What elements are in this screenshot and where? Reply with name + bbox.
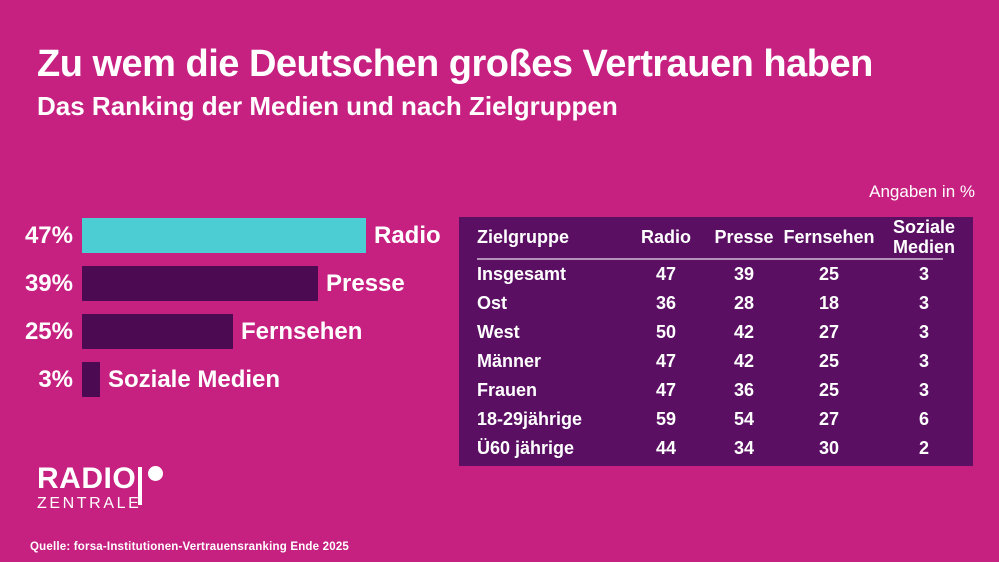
- bar-fernsehen: [82, 314, 233, 349]
- cell-value: 25: [818, 380, 840, 400]
- row-label: West: [477, 322, 520, 342]
- cell-value: 3: [918, 351, 929, 371]
- row-label: Frauen: [477, 380, 538, 400]
- row-label: Ü60 jährige: [477, 438, 575, 458]
- bar-row-presse: 39% Presse: [21, 266, 441, 301]
- logo-dot-icon: [148, 466, 163, 481]
- bar-row-radio: 47% Radio: [21, 218, 441, 253]
- bar-value-label: 47%: [24, 221, 73, 249]
- media-trust-bar-chart: 47% Radio 39% Presse 25% Fernsehen 3% So…: [21, 218, 441, 410]
- cell-value: 25: [818, 264, 840, 284]
- logo-bar-icon: [138, 467, 142, 505]
- row-label: Insgesamt: [477, 264, 567, 284]
- cell-value: 3: [918, 264, 929, 284]
- row-label: Männer: [477, 351, 542, 371]
- cell-value: 3: [918, 380, 929, 400]
- bar-category-label: Presse: [326, 269, 405, 297]
- bar-value-label: 25%: [24, 317, 73, 345]
- column-header-soziale-medien: Soziale Medien: [892, 216, 956, 257]
- cell-value: 2: [918, 438, 929, 458]
- table-row: Ü60 jährige 44 34 30 2: [459, 434, 973, 463]
- logo-wordmark-radio: RADIO: [37, 462, 137, 495]
- table-row: West 50 42 27 3: [459, 318, 973, 347]
- cell-value: 50: [655, 322, 677, 342]
- cell-value: 3: [918, 293, 929, 313]
- source-note: Quelle: forsa-Institutionen-Vertrauensra…: [30, 541, 350, 553]
- radiozentrale-logo: RADIO ZENTRALE: [37, 462, 217, 512]
- cell-value: 34: [733, 438, 755, 458]
- column-header-radio: Radio: [640, 226, 691, 247]
- cell-value: 36: [733, 380, 755, 400]
- cell-value: 42: [733, 322, 755, 342]
- table-header-row: Zielgruppe Radio Presse Fernsehen Sozial…: [459, 217, 973, 258]
- zielgruppen-table: Zielgruppe Radio Presse Fernsehen Sozial…: [459, 217, 973, 466]
- bar-category-label: Fernsehen: [241, 317, 363, 345]
- bar-category-label: Soziale Medien: [108, 365, 281, 393]
- cell-value: 44: [655, 438, 677, 458]
- bar-value-label: 39%: [24, 269, 73, 297]
- table-row: Männer 47 42 25 3: [459, 347, 973, 376]
- cell-value: 30: [818, 438, 840, 458]
- bar-presse: [82, 266, 318, 301]
- bar-row-soziale-medien: 3% Soziale Medien: [21, 362, 441, 397]
- cell-value: 42: [733, 351, 755, 371]
- cell-value: 6: [918, 409, 929, 429]
- header-divider: [477, 258, 943, 260]
- bar-value-label: 3%: [38, 365, 73, 393]
- cell-value: 3: [918, 322, 929, 342]
- row-label: Ost: [477, 293, 508, 313]
- table-row: Frauen 47 36 25 3: [459, 376, 973, 405]
- cell-value: 28: [733, 293, 755, 313]
- page-title: Zu wem die Deutschen großes Vertrauen ha…: [37, 43, 873, 85]
- row-label: 18-29jährige: [477, 409, 583, 429]
- page-subtitle: Das Ranking der Medien und nach Zielgrup…: [37, 91, 618, 121]
- bar-radio: [82, 218, 366, 253]
- bar-soziale-medien: [82, 362, 100, 397]
- cell-value: 27: [818, 409, 840, 429]
- column-header-presse: Presse: [714, 226, 774, 247]
- cell-value: 47: [655, 351, 677, 371]
- table-row: Insgesamt 47 39 25 3: [459, 260, 973, 289]
- table-row: 18-29jährige 59 54 27 6: [459, 405, 973, 434]
- logo-wordmark-zentrale: ZENTRALE: [37, 495, 142, 512]
- cell-value: 59: [655, 409, 677, 429]
- column-header-fernsehen: Fernsehen: [783, 226, 875, 247]
- cell-value: 39: [733, 264, 755, 284]
- cell-value: 27: [818, 322, 840, 342]
- column-header-zielgruppe: Zielgruppe: [477, 226, 570, 247]
- cell-value: 54: [733, 409, 755, 429]
- bar-category-label: Radio: [374, 221, 441, 249]
- cell-value: 36: [655, 293, 677, 313]
- table-row: Ost 36 28 18 3: [459, 289, 973, 318]
- cell-value: 25: [818, 351, 840, 371]
- cell-value: 47: [655, 264, 677, 284]
- bar-row-fernsehen: 25% Fernsehen: [21, 314, 441, 349]
- cell-value: 18: [818, 293, 840, 313]
- unit-note: Angaben in %: [869, 182, 975, 201]
- cell-value: 47: [655, 380, 677, 400]
